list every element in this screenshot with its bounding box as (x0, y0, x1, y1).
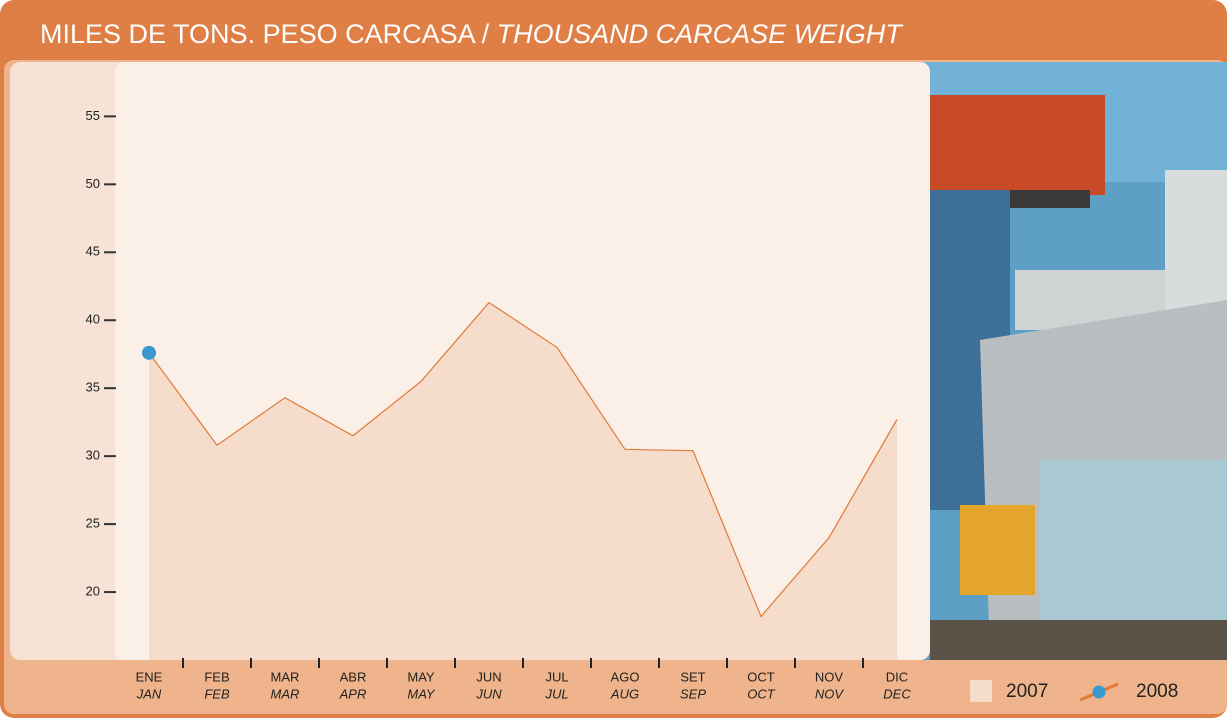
photo (900, 62, 1227, 660)
x-tick-label: ENE (136, 669, 163, 684)
x-tick-label: OCT (747, 669, 775, 684)
legend-label: 2007 (1006, 681, 1048, 702)
x-tick-label-en: FEB (204, 686, 230, 701)
y-tick-label: 50 (86, 176, 100, 191)
x-tick-label: JUL (545, 669, 568, 684)
x-tick-label: NOV (815, 669, 844, 684)
y-tick-label: 30 (86, 448, 100, 463)
x-tick-label-en: JUL (544, 686, 568, 701)
x-tick-label-en: SEP (680, 686, 706, 701)
x-tick-label: MAR (271, 669, 300, 684)
point (142, 345, 156, 360)
x-tick-label-en: JAN (136, 686, 162, 701)
x-tick-label-en: AUG (610, 686, 639, 701)
x-tick-label: MAY (407, 669, 435, 684)
legend-label: 2008 (1136, 681, 1178, 702)
x-tick-label-en: NOV (815, 686, 845, 701)
area (149, 302, 897, 660)
x-tick-label: FEB (204, 669, 229, 684)
y-tick-label: 25 (86, 516, 100, 531)
x-tick-label: ABR (340, 669, 367, 684)
x-tick-label-en: JUN (475, 686, 502, 701)
x-tick-label: AGO (611, 669, 640, 684)
x-tick-label-en: MAY (407, 686, 436, 701)
chart-title: MILES DE TONS. PESO CARCASA / THOUSAND C… (40, 19, 904, 49)
y-tick-label: 45 (86, 244, 100, 259)
legend-dot (1092, 685, 1106, 699)
x-tick-label-en: DEC (883, 686, 911, 701)
legend-swatch (970, 680, 992, 702)
x-tick-label: SET (680, 669, 705, 684)
x-tick-label-en: MAR (271, 686, 300, 701)
line (148, 301, 898, 618)
y-tick-label: 40 (86, 312, 100, 327)
x-tick-label-en: APR (339, 686, 367, 701)
y-tick-label: 35 (86, 380, 100, 395)
x-tick-label: DIC (886, 669, 908, 684)
x-tick-label: JUN (476, 669, 501, 684)
y-tick-label: 20 (86, 583, 100, 598)
x-tick-label-en: OCT (747, 686, 776, 701)
y-tick-label: 55 (86, 108, 100, 123)
